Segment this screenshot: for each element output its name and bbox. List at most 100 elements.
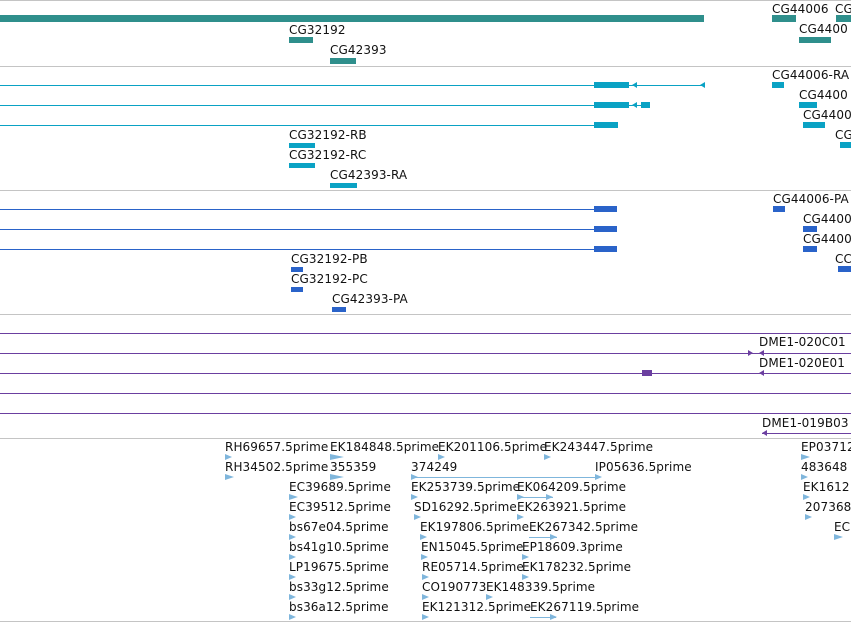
transcript-exon[interactable]	[594, 122, 618, 128]
est-label[interactable]: SD16292.5prime	[414, 500, 517, 514]
est-feature[interactable]	[420, 534, 427, 540]
est-feature[interactable]	[550, 614, 557, 620]
transcript-exon[interactable]	[803, 122, 825, 128]
transcript-exon[interactable]	[289, 143, 315, 148]
transcript-exon[interactable]	[641, 102, 650, 108]
est-feature[interactable]	[411, 474, 418, 480]
est-feature[interactable]	[438, 454, 445, 460]
est-feature[interactable]	[422, 574, 429, 580]
protein-label[interactable]: CG32192-PB	[291, 252, 368, 266]
est-feature[interactable]	[546, 494, 553, 500]
est-feature[interactable]	[289, 494, 298, 500]
transcript-label[interactable]: CG42393-RA	[330, 168, 408, 182]
est-label[interactable]: EN15045.5prime	[421, 540, 524, 554]
est-feature[interactable]	[550, 534, 557, 540]
est-label[interactable]: EK263921.5prime	[517, 500, 627, 514]
protein-exon[interactable]	[594, 246, 617, 252]
gene-feature[interactable]	[772, 15, 796, 22]
est-label[interactable]: EC39512.5prime	[289, 500, 391, 514]
est-label[interactable]: 355359	[330, 460, 377, 474]
est-feature[interactable]	[486, 594, 493, 600]
est-feature[interactable]	[422, 594, 429, 600]
est-label[interactable]: EK178232.5prime	[522, 560, 632, 574]
transcript-label[interactable]: CG	[835, 128, 851, 142]
est-label[interactable]: EK148339.5prime	[486, 580, 596, 594]
gene-feature[interactable]	[330, 58, 356, 64]
est-feature[interactable]	[422, 614, 429, 620]
est-feature[interactable]	[289, 594, 296, 600]
est-label[interactable]: bs41g10.5prime	[289, 540, 389, 554]
est-label[interactable]: EK121312.5prime	[422, 600, 532, 614]
gene-label[interactable]: CG32192	[289, 23, 346, 37]
est-feature[interactable]	[289, 574, 296, 580]
transcript-label[interactable]: CG4400	[799, 88, 848, 102]
transcript-exon[interactable]	[289, 163, 315, 168]
est-feature[interactable]	[801, 454, 810, 460]
protein-exon[interactable]	[594, 226, 617, 232]
protein-label[interactable]: CG4400	[803, 232, 851, 246]
est-label[interactable]: 483648	[801, 460, 848, 474]
gene-label[interactable]: CG	[835, 2, 851, 16]
est-feature[interactable]	[225, 474, 234, 480]
protein-exon[interactable]	[803, 226, 817, 232]
gene-label[interactable]: CG44006	[772, 2, 829, 16]
est-label[interactable]: EP03712	[801, 440, 851, 454]
transcript-exon[interactable]	[330, 183, 357, 188]
est-label[interactable]: EK1612	[803, 480, 850, 494]
est-feature[interactable]	[517, 514, 524, 520]
protein-label[interactable]: CG42393-PA	[332, 292, 408, 306]
gene-feature[interactable]	[289, 37, 313, 43]
est-feature[interactable]	[289, 614, 296, 620]
clone-feature[interactable]	[642, 370, 652, 376]
est-feature[interactable]	[411, 494, 418, 500]
est-feature[interactable]	[330, 454, 344, 460]
est-feature[interactable]	[595, 474, 602, 480]
est-label[interactable]: EK267119.5prime	[530, 600, 640, 614]
gene-label[interactable]: CG4400	[799, 22, 848, 36]
est-label[interactable]: 207368	[805, 500, 851, 514]
est-label[interactable]: EC	[834, 520, 851, 534]
transcript-exon[interactable]	[840, 142, 851, 148]
protein-label[interactable]: CC	[835, 252, 851, 266]
est-label[interactable]: LP19675.5prime	[289, 560, 389, 574]
est-label[interactable]: EK064209.5prime	[517, 480, 627, 494]
est-feature[interactable]	[834, 534, 843, 540]
clone-label[interactable]: DME1-020E01	[759, 356, 845, 370]
est-label[interactable]: EK243447.5prime	[544, 440, 654, 454]
est-label[interactable]: IP05636.5prime	[595, 460, 692, 474]
transcript-label[interactable]: CG44006-RA	[772, 68, 850, 82]
gene-feature[interactable]	[799, 37, 831, 43]
est-feature[interactable]	[330, 474, 344, 480]
est-label[interactable]: EP18609.3prime	[522, 540, 623, 554]
gene-label[interactable]: CG42393	[330, 43, 387, 57]
est-label[interactable]: CO190773	[422, 580, 487, 594]
protein-exon[interactable]	[773, 206, 785, 212]
gene-feature[interactable]	[836, 15, 851, 22]
protein-exon[interactable]	[838, 266, 851, 272]
est-label[interactable]: 374249	[411, 460, 458, 474]
protein-exon[interactable]	[291, 267, 303, 272]
clone-label[interactable]: DME1-019B03	[762, 416, 849, 430]
est-feature[interactable]	[803, 494, 810, 500]
protein-label[interactable]: CG44006-PA	[773, 192, 849, 206]
protein-exon[interactable]	[332, 307, 346, 312]
transcript-exon[interactable]	[799, 102, 817, 108]
transcript-exon[interactable]	[594, 102, 629, 108]
est-feature[interactable]	[289, 554, 296, 560]
est-feature[interactable]	[414, 514, 421, 520]
est-feature[interactable]	[522, 554, 529, 560]
est-label[interactable]: EK267342.5prime	[529, 520, 639, 534]
gene-feature[interactable]	[0, 15, 704, 22]
est-feature[interactable]	[289, 534, 296, 540]
protein-label[interactable]: CG4400	[803, 212, 851, 226]
est-feature[interactable]	[225, 454, 232, 460]
est-feature[interactable]	[805, 514, 812, 520]
est-label[interactable]: RE05714.5prime	[422, 560, 524, 574]
protein-exon[interactable]	[594, 206, 617, 212]
est-feature[interactable]	[801, 474, 808, 480]
est-label[interactable]: RH69657.5prime	[225, 440, 329, 454]
transcript-exon[interactable]	[594, 82, 629, 88]
est-label[interactable]: bs36a12.5prime	[289, 600, 389, 614]
est-label[interactable]: EK253739.5prime	[411, 480, 521, 494]
est-label[interactable]: EK201106.5prime	[438, 440, 548, 454]
